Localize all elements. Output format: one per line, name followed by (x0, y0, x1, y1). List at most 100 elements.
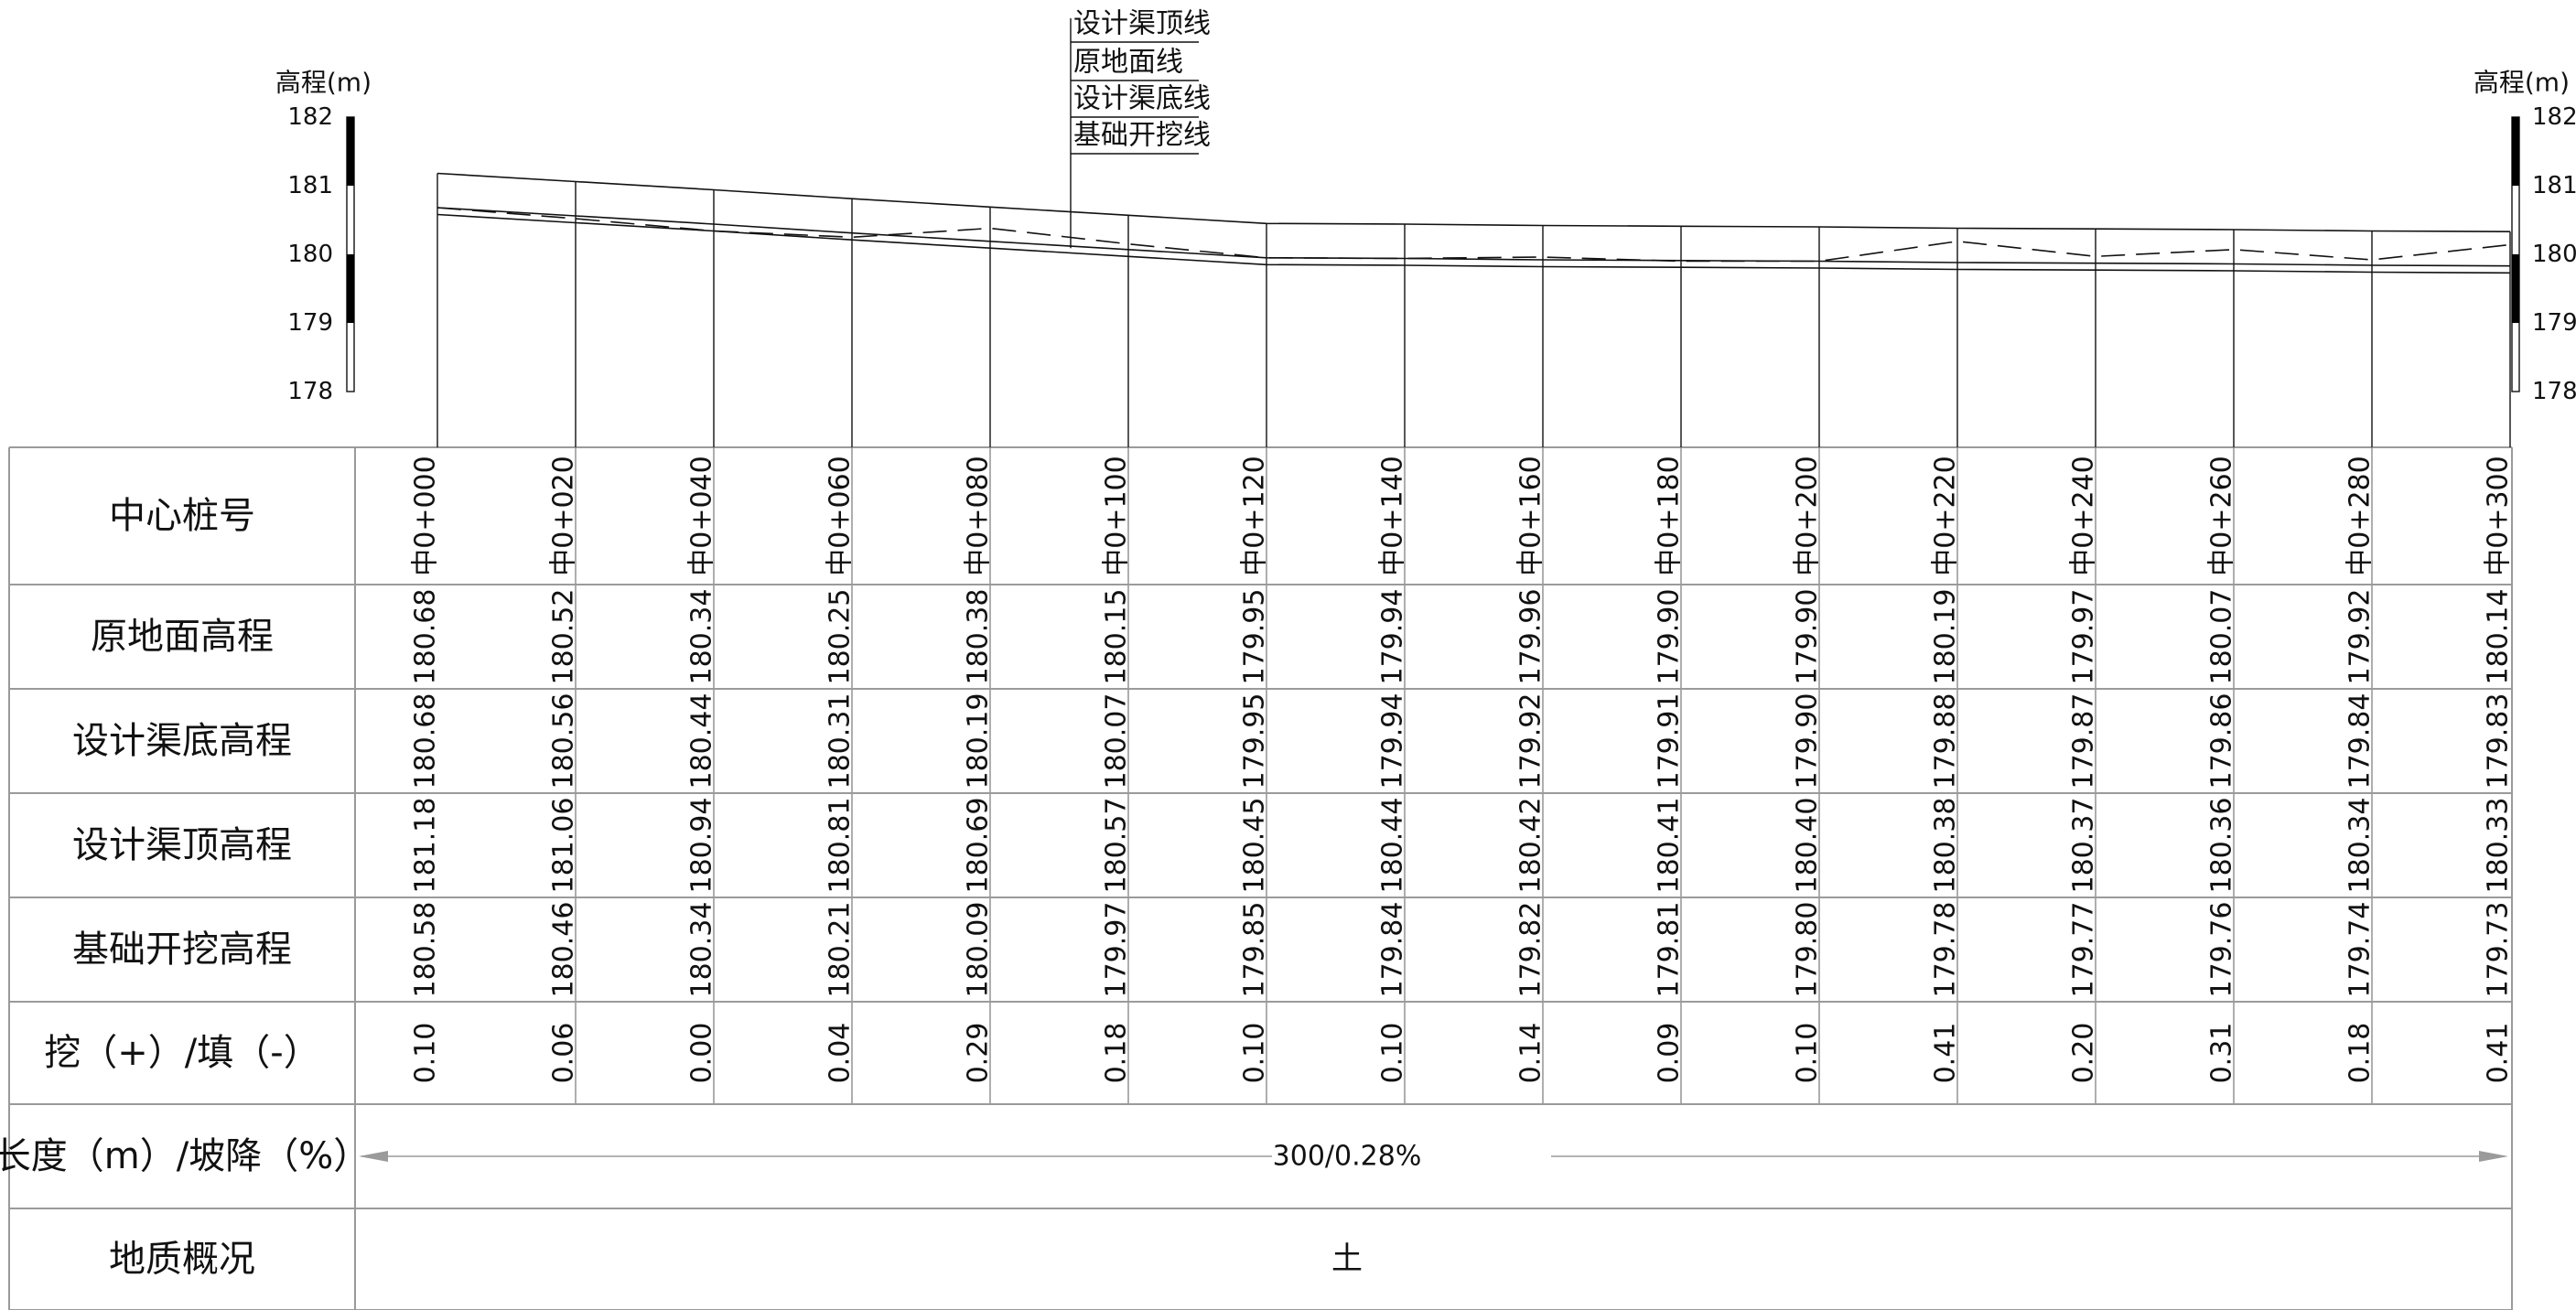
scale-tick-label-left: 178 (287, 378, 333, 405)
cell-top-elevation: 181.06 (548, 798, 580, 894)
scale-tick-label-left: 182 (287, 103, 333, 131)
cell-bottom-elevation: 180.56 (548, 693, 580, 789)
station-label: 中0+060 (825, 456, 857, 575)
cell-cut-fill: 0.41 (2483, 1023, 2515, 1084)
cell-ground-elevation: 180.25 (825, 589, 857, 685)
cell-cut-fill: 0.10 (1239, 1023, 1271, 1084)
cell-bottom-elevation: 179.91 (1654, 693, 1686, 789)
cell-bottom-elevation: 179.87 (2068, 693, 2100, 789)
scale-bar-segment-left (347, 254, 354, 323)
cell-ground-elevation: 179.95 (1239, 589, 1271, 685)
dimension-arrow-left (359, 1151, 388, 1162)
cell-bottom-elevation: 179.84 (2344, 693, 2377, 789)
cell-top-elevation: 180.37 (2068, 798, 2100, 894)
row-label-station: 中心桩号 (109, 495, 255, 537)
cell-ground-elevation: 180.34 (686, 589, 718, 685)
cell-ground-elevation: 179.90 (1654, 589, 1686, 685)
cell-ground-elevation: 180.52 (548, 589, 580, 685)
row-label-ground: 原地面高程 (91, 616, 274, 658)
station-label: 中0+160 (1515, 456, 1547, 575)
legend-label: 基础开挖线 (1073, 120, 1211, 152)
cell-top-elevation: 180.45 (1239, 798, 1271, 894)
cell-cut-fill: 0.10 (1792, 1023, 1824, 1084)
cell-top-elevation: 180.33 (2483, 798, 2515, 894)
row-label-top: 设计渠顶高程 (72, 824, 292, 866)
cell-bottom-elevation: 179.92 (1515, 693, 1547, 789)
station-label: 中0+100 (1101, 456, 1133, 575)
cell-ground-elevation: 180.38 (963, 589, 995, 685)
cell-cut-fill: 0.14 (1515, 1023, 1547, 1084)
scale-tick-label-left: 181 (287, 172, 333, 199)
cell-top-elevation: 180.42 (1515, 798, 1547, 894)
row-label-length_slope: 长度（m）/坡降（%） (0, 1135, 370, 1177)
cell-bottom-elevation: 179.95 (1239, 693, 1271, 789)
cell-top-elevation: 180.38 (1930, 798, 1962, 894)
length-slope-value: 300/0.28% (1273, 1141, 1422, 1173)
station-label: 中0+080 (963, 456, 995, 575)
station-label: 中0+000 (410, 456, 442, 575)
cell-cut-fill: 0.10 (1377, 1023, 1409, 1084)
scale-tick-label-right: 182 (2532, 103, 2576, 131)
station-label: 中0+120 (1239, 456, 1271, 575)
scale-tick-label-left: 179 (287, 309, 333, 337)
cell-cut-fill: 0.29 (963, 1023, 995, 1084)
cell-bottom-elevation: 180.68 (410, 693, 442, 789)
cell-excavation-elevation: 179.81 (1654, 902, 1686, 998)
station-label: 中0+220 (1930, 456, 1962, 575)
legend-label: 设计渠底线 (1073, 83, 1211, 115)
cell-ground-elevation: 179.97 (2068, 589, 2100, 685)
dimension-arrow-right (2479, 1151, 2508, 1162)
station-label: 中0+140 (1377, 456, 1409, 575)
cell-excavation-elevation: 179.80 (1792, 902, 1824, 998)
cell-cut-fill: 0.09 (1654, 1023, 1686, 1084)
row-label-cutfill: 挖（+）/填（-） (44, 1032, 319, 1074)
scale-tick-label-right: 181 (2532, 172, 2576, 199)
cell-top-elevation: 180.94 (686, 798, 718, 894)
cell-top-elevation: 180.34 (2344, 798, 2377, 894)
scale-bar-segment-right (2512, 117, 2519, 186)
geology-value: 土 (1331, 1240, 1363, 1277)
cell-excavation-elevation: 179.97 (1101, 902, 1133, 998)
station-label: 中0+300 (2483, 456, 2515, 575)
cell-bottom-elevation: 179.94 (1377, 693, 1409, 789)
cell-top-elevation: 180.57 (1101, 798, 1133, 894)
cell-excavation-elevation: 179.74 (2344, 902, 2377, 998)
cell-cut-fill: 0.31 (2206, 1023, 2238, 1084)
cell-ground-elevation: 180.68 (410, 589, 442, 685)
scale-tick-label-right: 178 (2532, 378, 2576, 405)
cell-bottom-elevation: 179.83 (2483, 693, 2515, 789)
cell-ground-elevation: 179.92 (2344, 589, 2377, 685)
cell-bottom-elevation: 180.07 (1101, 693, 1133, 789)
cell-ground-elevation: 179.94 (1377, 589, 1409, 685)
cell-excavation-elevation: 179.73 (2483, 902, 2515, 998)
cell-ground-elevation: 180.14 (2483, 589, 2515, 685)
cell-top-elevation: 180.44 (1377, 798, 1409, 894)
cell-excavation-elevation: 180.09 (963, 902, 995, 998)
cell-cut-fill: 0.00 (686, 1023, 718, 1084)
cell-excavation-elevation: 180.46 (548, 902, 580, 998)
scale-tick-label-left: 180 (287, 241, 333, 268)
original-ground-line (437, 207, 2511, 263)
scale-tick-label-right: 180 (2532, 241, 2576, 268)
station-label: 中0+200 (1792, 456, 1824, 575)
scale-bar-segment-right (2512, 254, 2519, 323)
legend-label: 设计渠顶线 (1073, 8, 1211, 40)
cell-excavation-elevation: 179.76 (2206, 902, 2238, 998)
cell-cut-fill: 0.18 (1101, 1023, 1133, 1084)
cell-bottom-elevation: 179.90 (1792, 693, 1824, 789)
cell-top-elevation: 181.18 (410, 798, 442, 894)
station-label: 中0+020 (548, 456, 580, 575)
scale-title-right: 高程(m) (2474, 68, 2570, 98)
cell-cut-fill: 0.20 (2068, 1023, 2100, 1084)
cell-bottom-elevation: 180.31 (825, 693, 857, 789)
cell-excavation-elevation: 179.84 (1377, 902, 1409, 998)
design-canal-bottom-line (437, 207, 2511, 267)
cell-excavation-elevation: 179.82 (1515, 902, 1547, 998)
excavation-line (437, 213, 2511, 274)
row-label-excavation: 基础开挖高程 (72, 929, 292, 971)
cell-top-elevation: 180.81 (825, 798, 857, 894)
cell-cut-fill: 0.06 (548, 1023, 580, 1084)
cell-bottom-elevation: 180.44 (686, 693, 718, 789)
cell-excavation-elevation: 180.34 (686, 902, 718, 998)
cell-top-elevation: 180.41 (1654, 798, 1686, 894)
